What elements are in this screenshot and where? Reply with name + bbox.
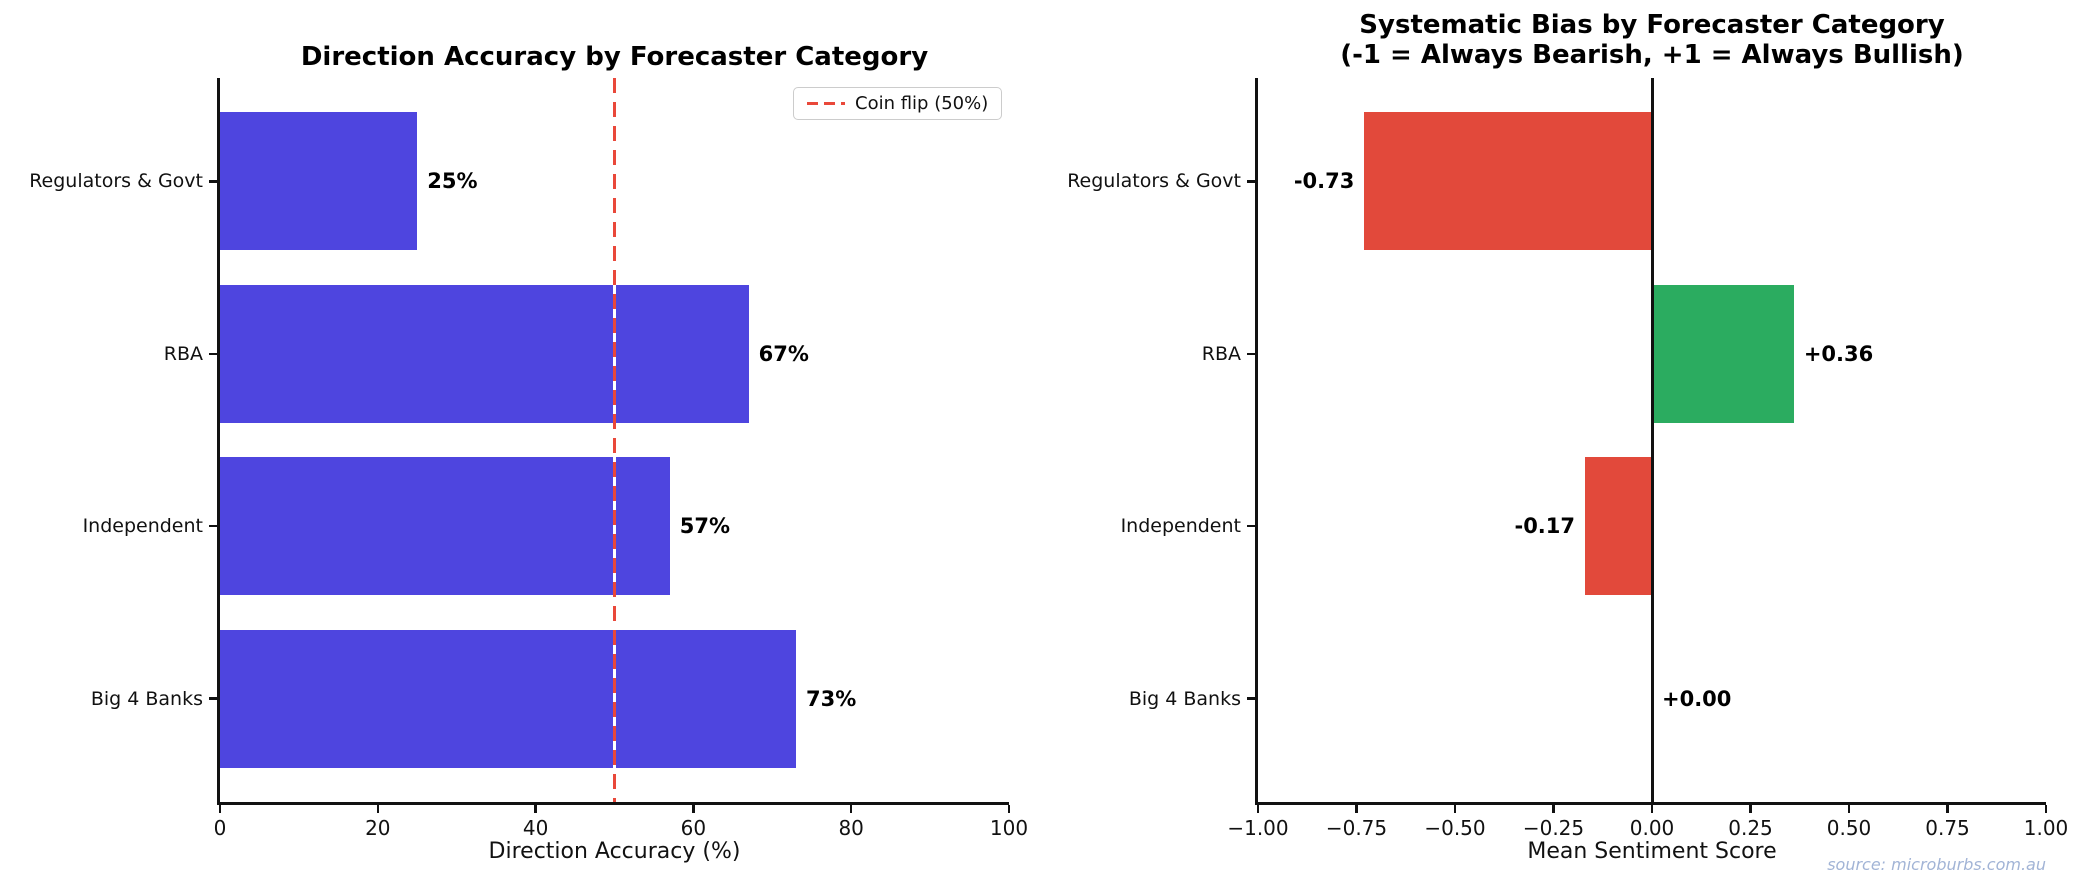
bar xyxy=(220,112,418,251)
category-label: RBA xyxy=(1201,342,1241,365)
dashed-line-swatch xyxy=(807,102,845,105)
reference-line xyxy=(613,78,616,802)
x-tick xyxy=(849,805,853,813)
category-label: Independent xyxy=(1120,515,1241,538)
category-label: Regulators & Govt xyxy=(29,170,203,193)
x-tick-label: −0.50 xyxy=(1424,816,1486,840)
value-label: -0.17 xyxy=(1514,514,1576,539)
category-label: Big 4 Banks xyxy=(90,687,203,710)
value-label: 57% xyxy=(679,514,730,539)
y-tick xyxy=(209,697,217,700)
bar xyxy=(220,629,796,768)
bar xyxy=(220,457,670,596)
y-tick xyxy=(1247,352,1255,356)
value-label: +0.00 xyxy=(1662,686,1732,711)
right-chart-title: Systematic Bias by Forecaster Category (… xyxy=(1258,10,2046,70)
bar xyxy=(1652,284,1794,423)
x-tick-label: −1.00 xyxy=(1227,816,1289,840)
x-axis-spine xyxy=(1255,802,2046,805)
x-tick xyxy=(1946,805,1949,813)
value-label: 25% xyxy=(427,169,478,194)
x-tick xyxy=(1355,805,1358,813)
x-tick xyxy=(376,805,380,813)
value-label: 67% xyxy=(758,341,809,366)
legend-label: Coin flip (50%) xyxy=(855,93,989,114)
bar xyxy=(220,284,749,423)
category-label: Independent xyxy=(82,515,203,538)
x-tick xyxy=(1256,805,1260,813)
x-tick-label: 0.25 xyxy=(1728,816,1773,840)
x-tick-label: 20 xyxy=(365,816,391,840)
category-label: RBA xyxy=(163,342,203,365)
y-tick xyxy=(1247,180,1255,183)
right-x-axis-label: Mean Sentiment Score xyxy=(1527,839,1777,864)
x-tick-label: 100 xyxy=(989,816,1029,840)
x-tick-label: 0.75 xyxy=(1925,816,1970,840)
category-label: Regulators & Govt xyxy=(1067,170,1241,193)
x-tick xyxy=(1650,805,1654,813)
source-note: source: microburbs.com.au xyxy=(1827,855,2046,874)
y-axis-spine xyxy=(1255,78,1258,805)
x-tick xyxy=(692,805,695,813)
right-chart-title-line1: Systematic Bias by Forecaster Category xyxy=(1359,10,1945,40)
x-tick xyxy=(218,805,222,813)
right-plot-area: -0.73 Regulators & Govt +0.36 RBA -0.17 Indep… xyxy=(1067,78,2068,840)
left-plot-area: 25% Regulators & Govt 67% RBA 57% Independent… xyxy=(29,78,1028,840)
x-tick xyxy=(2044,805,2048,813)
x-tick-label: 0.00 xyxy=(1629,816,1675,840)
y-tick xyxy=(209,524,217,528)
x-tick xyxy=(1749,805,1752,813)
category-label: Big 4 Banks xyxy=(1128,687,1241,710)
x-tick-label: 80 xyxy=(838,816,864,840)
x-tick-label: 40 xyxy=(522,816,549,840)
x-tick-label: 60 xyxy=(680,816,707,840)
x-tick-label: 1.00 xyxy=(2023,816,2069,840)
y-tick xyxy=(209,180,217,183)
x-tick-label: 0.50 xyxy=(1826,816,1872,840)
value-label: -0.73 xyxy=(1293,169,1355,194)
x-axis-spine xyxy=(217,802,1009,805)
value-label: +0.36 xyxy=(1803,341,1874,366)
x-tick xyxy=(1552,805,1555,813)
left-chart-title: Direction Accuracy by Forecaster Categor… xyxy=(300,42,929,72)
zero-line xyxy=(1650,78,1654,802)
legend: Coin flip (50%) xyxy=(793,87,1003,120)
x-tick xyxy=(534,805,537,813)
x-tick-label: −0.75 xyxy=(1325,816,1388,840)
right-chart-title-line2: (-1 = Always Bearish, +1 = Always Bullis… xyxy=(1340,40,1964,70)
y-tick xyxy=(1247,524,1255,528)
x-tick xyxy=(1007,805,1011,813)
bar xyxy=(1364,112,1652,251)
value-label: 73% xyxy=(805,686,857,711)
y-tick xyxy=(1247,697,1255,700)
y-tick xyxy=(209,352,217,356)
x-tick xyxy=(1453,805,1457,813)
left-x-axis-label: Direction Accuracy (%) xyxy=(488,839,741,864)
x-tick-label: −0.25 xyxy=(1522,816,1585,840)
x-tick xyxy=(1847,805,1851,813)
bar xyxy=(1585,457,1652,596)
y-axis-spine xyxy=(217,78,220,805)
x-tick-label: 0 xyxy=(213,816,227,840)
